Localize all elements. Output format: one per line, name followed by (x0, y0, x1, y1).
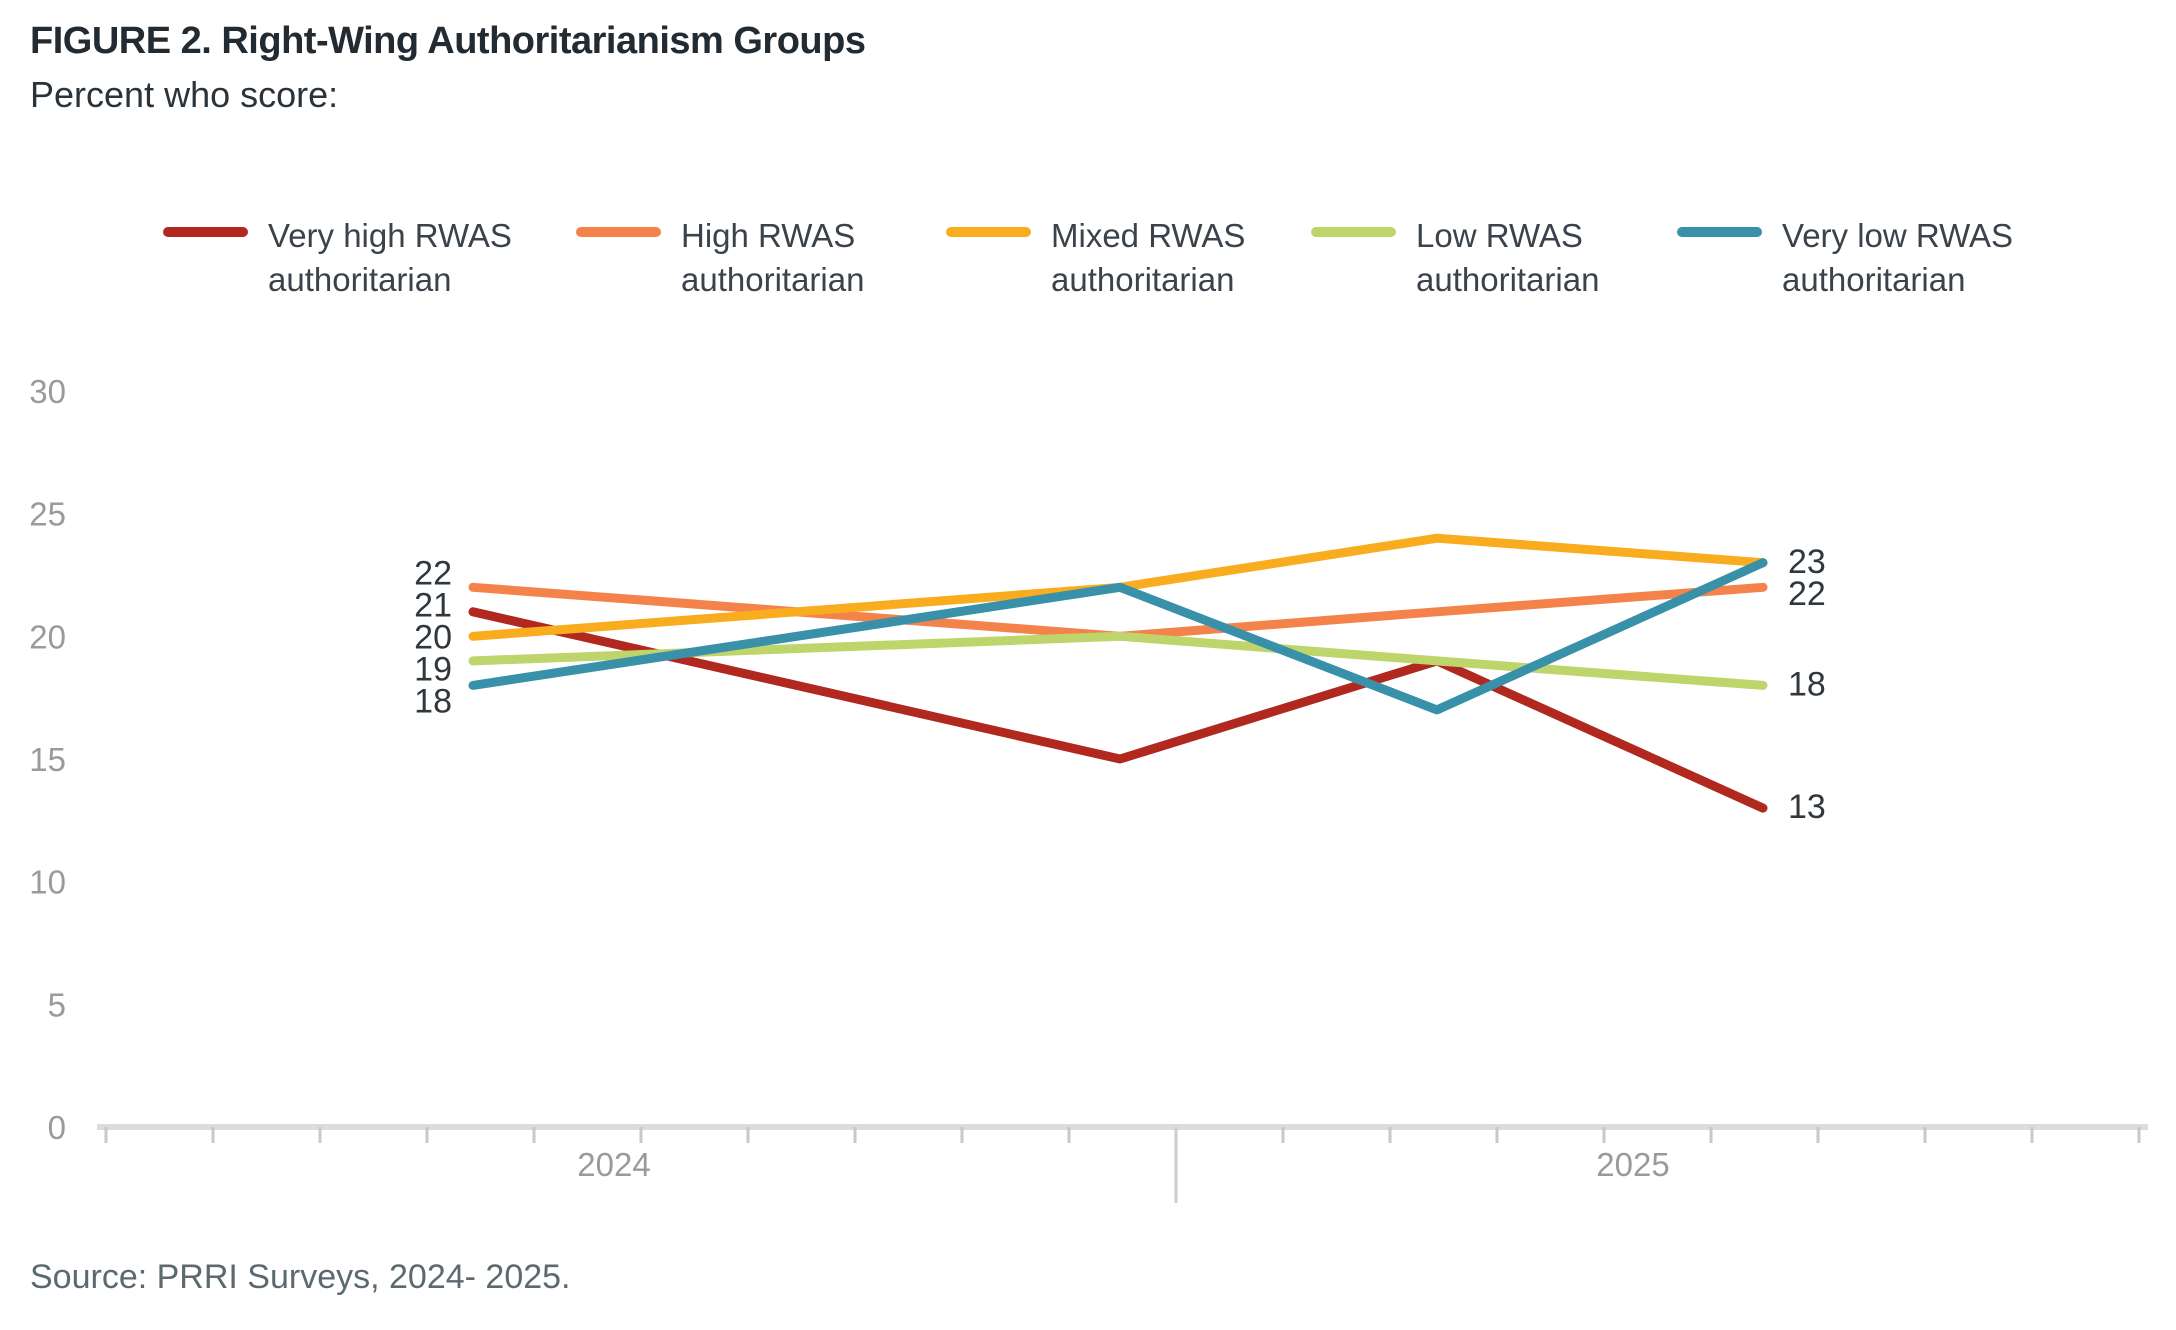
legend-label-line1: Very low RWAS (1782, 217, 2014, 254)
series-line-very-high-rwas-authoritarian (468, 607, 1768, 813)
y-tick-label: 15 (29, 741, 66, 778)
legend-swatch-mixed-rwas (946, 227, 1031, 237)
figure-title: FIGURE 2. Right-Wing Authoritarianism Gr… (30, 20, 866, 62)
point-label-left: 19 (414, 650, 452, 688)
legend-label-line2: authoritarian (1416, 261, 1600, 298)
series-line-mixed-rwas-authoritarian (468, 533, 1768, 641)
point-label-left: 22 (414, 554, 452, 592)
legend-label-line2: authoritarian (681, 261, 865, 298)
source-note: Source: PRRI Surveys, 2024- 2025. (30, 1258, 571, 1296)
legend-swatch-very-low-rwas (1677, 227, 1762, 237)
point-label-right: 23 (1788, 543, 1826, 581)
legend-label-line2: authoritarian (1051, 261, 1235, 298)
y-tick-label: 10 (29, 864, 66, 901)
legend-label-line2: authoritarian (1782, 261, 1966, 298)
y-tick-label: 25 (29, 496, 66, 533)
y-tick-label: 30 (29, 373, 66, 410)
legend-swatch-low-rwas (1311, 227, 1396, 237)
series-line-low-rwas-authoritarian (468, 631, 1768, 690)
legend-label: Low RWAS authoritarian (1416, 214, 1599, 302)
y-tick-label: 20 (29, 618, 66, 655)
y-tick-label: 0 (48, 1109, 66, 1146)
point-label-right: 18 (1788, 666, 1826, 704)
legend-label-line2: authoritarian (268, 261, 452, 298)
point-label-right: 22 (1788, 575, 1826, 613)
x-year-label: 2024 (577, 1146, 650, 1183)
legend-label: Very high RWAS authoritarian (268, 214, 512, 302)
legend-label: Mixed RWAS authoritarian (1051, 214, 1245, 302)
point-label-left: 20 (414, 618, 452, 656)
figure-subtitle: Percent who score: (30, 74, 339, 115)
legend-label-line1: Mixed RWAS (1051, 217, 1246, 254)
legend-swatch-very-high-rwas (163, 227, 248, 237)
legend-label-line1: High RWAS (681, 217, 856, 254)
point-label-left: 21 (414, 586, 452, 624)
point-label-left: 18 (414, 682, 452, 720)
y-tick-label: 5 (48, 986, 66, 1023)
x-year-label: 2025 (1596, 1146, 1669, 1183)
legend-label-line1: Low RWAS (1416, 217, 1583, 254)
series-line-very-low-rwas-authoritarian (468, 558, 1768, 715)
legend-label: High RWAS authoritarian (681, 214, 864, 302)
legend-label-line1: Very high RWAS (268, 217, 512, 254)
legend-item-high-rwas: High RWAS authoritarian (576, 214, 864, 302)
legend-item-very-low-rwas: Very low RWAS authoritarian (1677, 214, 2013, 302)
legend-label: Very low RWAS authoritarian (1782, 214, 2013, 302)
point-label-right: 13 (1788, 788, 1826, 826)
legend-item-very-high-rwas: Very high RWAS authoritarian (163, 214, 512, 302)
legend-item-mixed-rwas: Mixed RWAS authoritarian (946, 214, 1245, 302)
legend-item-low-rwas: Low RWAS authoritarian (1311, 214, 1599, 302)
legend-swatch-high-rwas (576, 227, 661, 237)
series-line-high-rwas-authoritarian (468, 582, 1768, 641)
